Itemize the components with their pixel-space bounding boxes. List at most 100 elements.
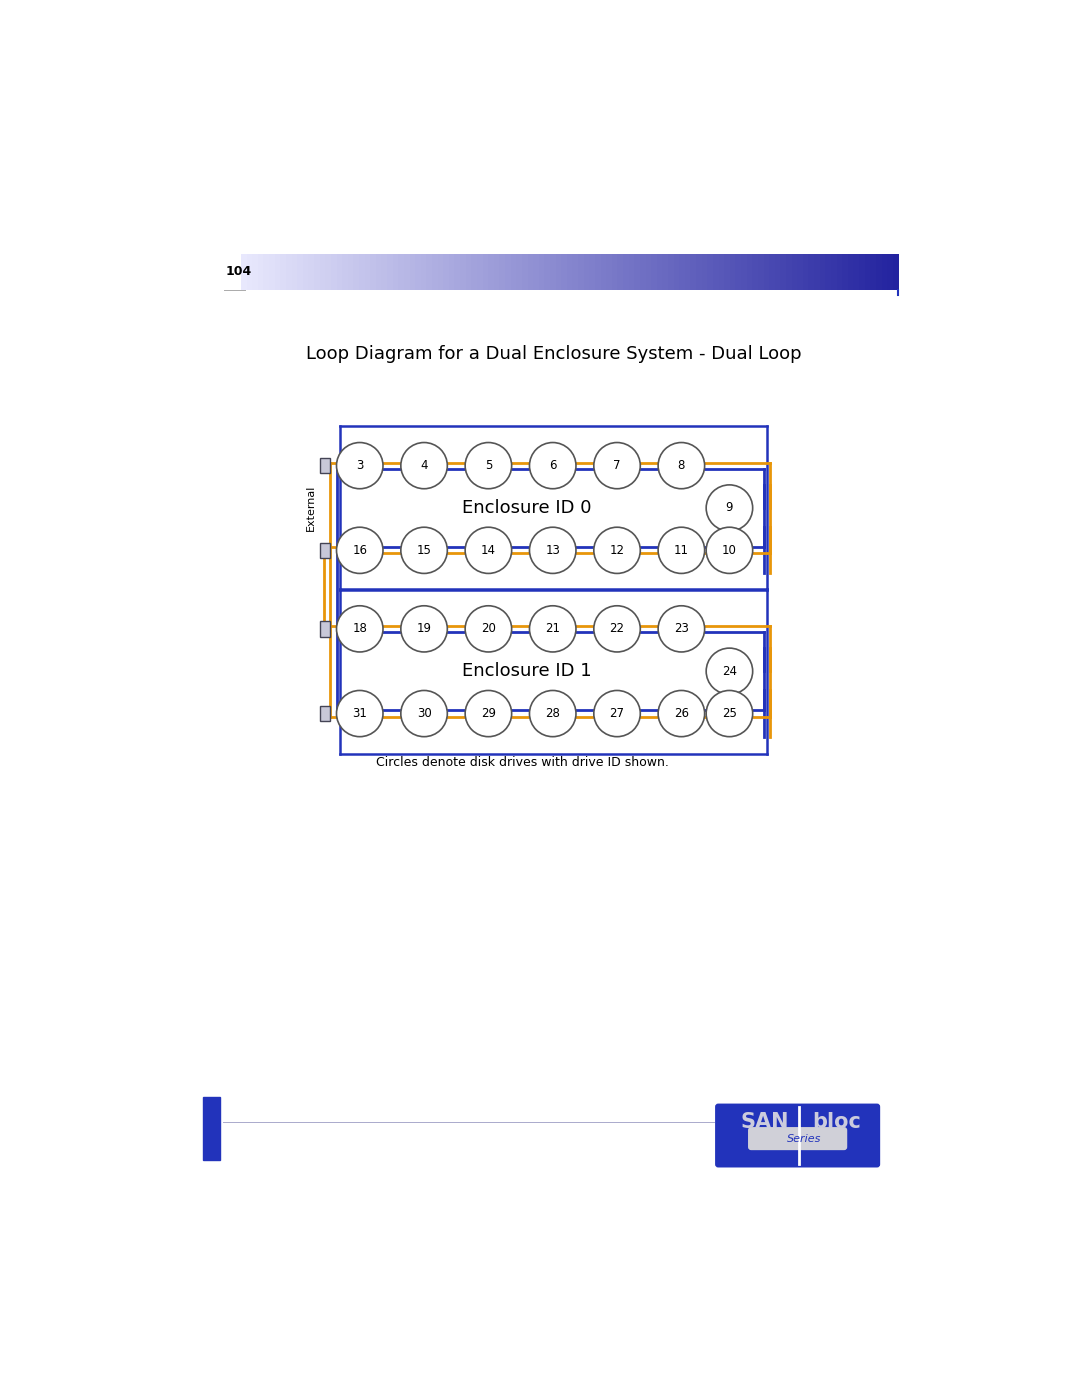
Bar xyxy=(269,254,275,291)
Text: 104: 104 xyxy=(226,265,252,278)
Bar xyxy=(348,254,354,291)
Circle shape xyxy=(529,606,576,652)
Text: Series: Series xyxy=(786,1133,821,1144)
Bar xyxy=(853,254,860,291)
Bar xyxy=(421,254,428,291)
Text: 28: 28 xyxy=(545,707,561,719)
Bar xyxy=(292,254,298,291)
Bar xyxy=(753,254,758,291)
Bar xyxy=(314,254,321,291)
Bar xyxy=(774,254,781,291)
Bar xyxy=(809,254,815,291)
Circle shape xyxy=(465,606,512,652)
Bar xyxy=(814,254,821,291)
Bar xyxy=(669,254,674,291)
Bar xyxy=(623,254,630,291)
Bar xyxy=(758,254,765,291)
Circle shape xyxy=(401,690,447,736)
Bar xyxy=(797,254,804,291)
Text: Enclosure ID 1: Enclosure ID 1 xyxy=(461,662,591,680)
Text: 24: 24 xyxy=(721,665,737,678)
Bar xyxy=(590,254,596,291)
Text: Loop Diagram for a Dual Enclosure System - Dual Loop: Loop Diagram for a Dual Enclosure System… xyxy=(306,345,801,363)
Bar xyxy=(460,254,467,291)
Bar xyxy=(730,254,737,291)
Circle shape xyxy=(465,527,512,573)
Bar xyxy=(562,254,568,291)
Bar xyxy=(567,254,573,291)
Text: 9: 9 xyxy=(726,502,733,514)
Circle shape xyxy=(401,606,447,652)
Bar xyxy=(330,254,337,291)
Text: SAN: SAN xyxy=(741,1112,789,1133)
Bar xyxy=(494,254,500,291)
Bar xyxy=(415,254,421,291)
Bar xyxy=(781,254,786,291)
Bar xyxy=(505,254,512,291)
Bar xyxy=(534,254,540,291)
Bar xyxy=(662,254,669,291)
FancyBboxPatch shape xyxy=(715,1104,880,1168)
Bar xyxy=(651,254,658,291)
Bar xyxy=(203,1097,220,1160)
Bar xyxy=(634,254,640,291)
Bar xyxy=(702,254,708,291)
Bar xyxy=(725,254,730,291)
Text: 8: 8 xyxy=(677,460,685,472)
Bar xyxy=(359,254,365,291)
Circle shape xyxy=(529,690,576,736)
Circle shape xyxy=(658,690,704,736)
Bar xyxy=(887,254,893,291)
Bar xyxy=(511,254,517,291)
Bar xyxy=(393,254,400,291)
Circle shape xyxy=(465,690,512,736)
Bar xyxy=(516,254,523,291)
Bar xyxy=(483,254,489,291)
Text: 13: 13 xyxy=(545,543,561,557)
Text: 29: 29 xyxy=(481,707,496,719)
Bar xyxy=(465,254,472,291)
Bar xyxy=(685,254,691,291)
Text: 7: 7 xyxy=(613,460,621,472)
Text: 20: 20 xyxy=(481,623,496,636)
Circle shape xyxy=(706,527,753,573)
Bar xyxy=(527,254,534,291)
Bar xyxy=(376,254,382,291)
Circle shape xyxy=(594,690,640,736)
Bar xyxy=(320,458,329,474)
Bar xyxy=(258,254,265,291)
Bar xyxy=(455,254,461,291)
Circle shape xyxy=(594,443,640,489)
Circle shape xyxy=(594,527,640,573)
Bar xyxy=(488,254,495,291)
Bar xyxy=(320,254,326,291)
Bar xyxy=(555,254,562,291)
Bar xyxy=(409,254,416,291)
Bar xyxy=(679,254,686,291)
Bar xyxy=(674,254,680,291)
Text: 22: 22 xyxy=(609,623,624,636)
Text: 4: 4 xyxy=(420,460,428,472)
Bar xyxy=(657,254,663,291)
Bar xyxy=(399,254,405,291)
Circle shape xyxy=(529,443,576,489)
Text: 30: 30 xyxy=(417,707,431,719)
Bar xyxy=(471,254,477,291)
Bar xyxy=(302,254,309,291)
Bar xyxy=(870,254,877,291)
Bar xyxy=(707,254,714,291)
Bar xyxy=(309,254,314,291)
Circle shape xyxy=(337,606,383,652)
Text: 3: 3 xyxy=(356,460,364,472)
Bar xyxy=(365,254,372,291)
Circle shape xyxy=(337,690,383,736)
Text: 14: 14 xyxy=(481,543,496,557)
Circle shape xyxy=(401,443,447,489)
Circle shape xyxy=(465,443,512,489)
Bar xyxy=(320,705,329,721)
Bar xyxy=(539,254,545,291)
Text: External: External xyxy=(306,485,316,531)
Bar xyxy=(286,254,293,291)
Text: 5: 5 xyxy=(485,460,492,472)
Bar xyxy=(370,254,377,291)
